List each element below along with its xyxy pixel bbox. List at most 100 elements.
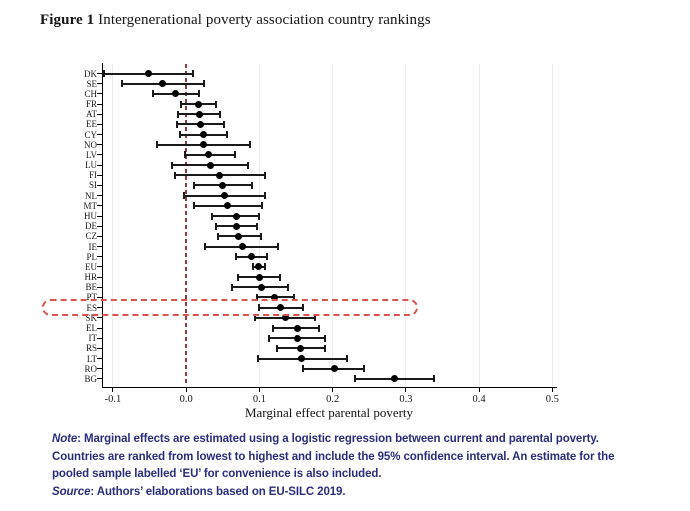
ci-cap-low-SI [193, 181, 196, 189]
ci-cap-low-ES [258, 304, 261, 312]
ci-cap-high-HR [278, 273, 281, 281]
x-gridline [112, 64, 114, 386]
estimate-dot-IE [239, 243, 247, 251]
estimate-dot-BE [258, 283, 266, 291]
y-tick [97, 286, 102, 288]
estimate-dot-ES [277, 304, 285, 312]
y-tick [97, 235, 102, 237]
ci-cap-high-CY [226, 131, 229, 139]
ci-cap-high-SI [251, 181, 254, 189]
y-tick [97, 327, 102, 329]
y-tick-label-RO: RO [84, 363, 97, 374]
estimate-dot-FI [216, 171, 224, 179]
x-gridline [478, 64, 480, 386]
y-tick-label-SI: SI [88, 180, 97, 191]
ci-cap-low-RS [276, 344, 278, 352]
figure-number: Figure 1 [40, 12, 95, 28]
x-tick-label: 0.5 [545, 394, 559, 405]
ci-cap-low-SE [120, 80, 123, 88]
ci-cap-low-LV [183, 151, 186, 159]
estimate-dot-PT [271, 293, 279, 301]
ci-cap-high-EL [317, 324, 320, 332]
ci-cap-high-BE [286, 283, 289, 291]
y-tick-label-EU: EU [85, 261, 97, 272]
y-tick-label-NL: NL [85, 190, 97, 201]
y-tick [97, 246, 102, 248]
ci-cap-high-CZ [259, 232, 262, 240]
x-tick [332, 388, 334, 392]
note-label: Note [52, 433, 78, 445]
x-gridline [332, 64, 334, 386]
y-tick-label-IE: IE [88, 241, 98, 252]
ci-cap-low-AT [177, 110, 180, 118]
x-tick [405, 388, 407, 392]
y-tick [97, 378, 102, 380]
y-axis [102, 63, 103, 387]
ci-cap-high-DE [255, 222, 258, 230]
y-tick-label-AT: AT [86, 109, 97, 120]
estimate-dot-HU [232, 212, 240, 220]
chart-area: DK SE CH FR AT EE CY NO LV LU FI SI NL MT HU DE CZ IE PL EU… [42, 63, 559, 420]
ci-cap-low-PT [256, 293, 259, 301]
y-tick [97, 276, 102, 278]
y-tick-label-FI: FI [88, 170, 97, 181]
zero-reference-line [185, 64, 188, 386]
ci-cap-low-RO [302, 365, 305, 373]
estimate-dot-BG [391, 375, 399, 383]
ci-cap-high-FI [263, 171, 266, 179]
y-tick [97, 123, 102, 125]
source-paragraph: Source: Authors’ elaborations based on E… [52, 484, 653, 502]
ci-cap-high-NL [264, 192, 267, 200]
estimate-dot-DE [233, 222, 241, 230]
y-tick [97, 195, 102, 197]
estimate-dot-SK [281, 314, 289, 322]
ci-cap-low-CZ [216, 232, 219, 240]
estimate-dot-HR [255, 273, 263, 281]
estimate-dot-SE [159, 80, 167, 88]
figure-title-text: Intergenerational poverty association co… [94, 12, 431, 28]
ci-cap-high-MT [260, 202, 263, 210]
y-tick [97, 256, 102, 258]
ci-cap-high-PT [292, 293, 295, 301]
estimate-dot-CH [172, 90, 180, 98]
ci-cap-high-EE [223, 120, 226, 128]
ci-cap-high-NO [248, 141, 251, 149]
y-tick-label-HR: HR [84, 272, 97, 283]
estimate-dot-FR [195, 100, 203, 108]
ci-cap-low-HR [237, 273, 240, 281]
estimate-dot-RS [296, 344, 304, 352]
ci-cap-low-LU [171, 161, 174, 169]
x-tick [478, 388, 480, 392]
ci-cap-high-HU [258, 212, 261, 220]
ci-cap-low-EL [272, 324, 275, 332]
ci-cap-low-NL [183, 192, 185, 200]
y-tick-label-EL: EL [86, 323, 97, 333]
estimate-dot-AT [195, 110, 203, 118]
y-tick [97, 144, 102, 146]
y-tick [97, 174, 102, 176]
ci-cap-high-DK [191, 70, 194, 77]
x-axis [102, 387, 557, 388]
y-tick-label-SK: SK [85, 312, 97, 323]
y-tick-label-BE: BE [85, 282, 97, 293]
ci-cap-high-LV [233, 151, 236, 159]
y-tick-label-HU: HU [84, 211, 97, 222]
y-tick-label-MT: MT [83, 200, 98, 211]
y-tick [97, 358, 102, 360]
x-tick [112, 388, 114, 392]
y-tick-label-LT: LT [86, 353, 97, 364]
y-tick-label-PL: PL [86, 251, 97, 262]
ci-cap-high-SE [202, 80, 205, 88]
y-tick [97, 184, 102, 186]
note-paragraph: Note: Marginal effects are estimated usi… [52, 431, 653, 484]
y-tick [97, 134, 102, 136]
ci-cap-high-PL [266, 253, 269, 261]
ci-cap-high-LT [345, 355, 348, 363]
ci-cap-high-IE [277, 243, 280, 251]
estimate-dot-IT [294, 334, 301, 342]
highlight-stadium [42, 299, 418, 317]
y-tick-label-CZ: CZ [85, 231, 97, 242]
y-tick [97, 347, 102, 349]
estimate-dot-EE [197, 120, 205, 128]
y-tick-label-PT: PT [86, 292, 97, 303]
